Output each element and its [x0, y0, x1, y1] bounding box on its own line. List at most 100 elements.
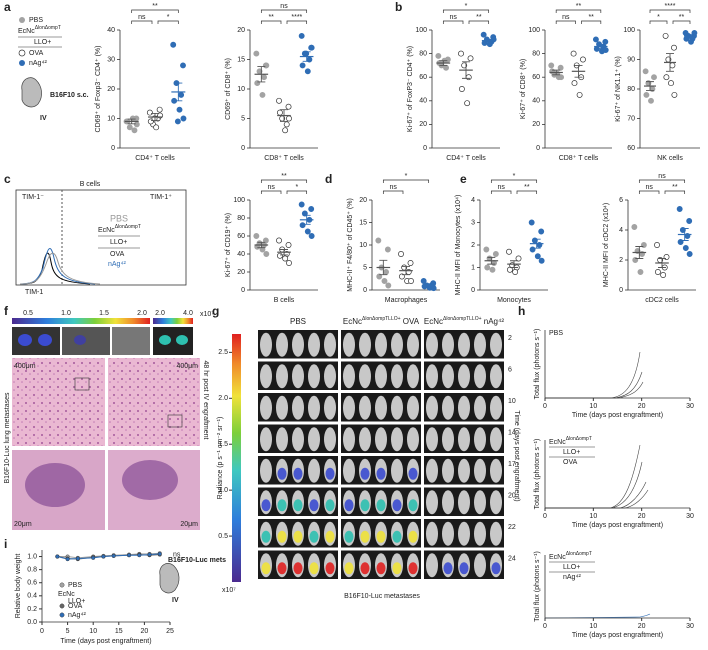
signal-blob	[293, 530, 303, 543]
mouse-image	[442, 395, 454, 420]
y-tick-label: 80	[237, 215, 245, 222]
y-axis-label: MHC-II⁺ F4/80⁺ of CD45⁺ (%)	[347, 198, 354, 292]
category-label: CD8⁺ T cells	[559, 155, 599, 162]
data-dot	[301, 210, 308, 217]
mouse-image	[324, 364, 336, 389]
signal-blob	[408, 467, 418, 480]
mouse-image	[260, 395, 272, 420]
data-dot	[283, 121, 290, 128]
flux-curve	[545, 481, 647, 509]
signal-blob	[293, 467, 303, 480]
data-dot	[506, 266, 513, 273]
sig-label: **	[679, 14, 685, 21]
sig-bracket	[260, 20, 282, 24]
legend-label: EcNcΔlonΔompT	[18, 25, 61, 35]
sem-bar	[574, 64, 583, 78]
category-label: CD4⁺ T cells	[446, 155, 486, 162]
column-header: PBS	[290, 317, 306, 326]
plot-title: OVA	[563, 459, 578, 466]
data-dot	[558, 74, 565, 81]
signal-blob	[376, 499, 386, 512]
mouse-image	[458, 427, 470, 452]
mouse-image	[343, 364, 355, 389]
signal-blob	[261, 562, 271, 575]
data-dot	[146, 109, 153, 116]
signal-blob	[392, 530, 402, 543]
y-tick-label: 70	[627, 115, 635, 122]
mouse-image	[474, 521, 486, 546]
panel-label: h	[518, 304, 525, 318]
series-point	[157, 551, 162, 556]
category-label: Macrophages	[385, 297, 428, 304]
sem-bar	[280, 249, 288, 256]
signal-blob	[408, 499, 418, 512]
signal-blob	[376, 467, 386, 480]
mouse-image	[426, 427, 438, 452]
signal-blob	[309, 499, 319, 512]
zoom-box	[167, 414, 183, 428]
histogram-curve	[19, 252, 91, 285]
strain: EcNc	[549, 554, 566, 561]
series-point	[91, 555, 96, 560]
sem-bar	[532, 238, 541, 249]
sig-bracket	[555, 9, 602, 13]
histogram-curve	[19, 248, 96, 285]
data-dot	[282, 127, 289, 134]
y-tick-label: 60	[532, 74, 540, 81]
sig-label: ns	[645, 184, 653, 191]
data-dot	[688, 38, 694, 45]
data-dot	[384, 246, 391, 253]
plot-title: LLO+	[563, 449, 580, 456]
y-tick-label: 6	[619, 197, 623, 204]
row-label: 14	[508, 429, 516, 436]
signal-blob	[277, 562, 287, 575]
mouse-image	[308, 332, 320, 357]
mouse-image	[308, 458, 320, 483]
mouse-image	[458, 521, 470, 546]
sig-label: ****	[291, 14, 302, 21]
x-tick-label: 20	[141, 628, 149, 635]
data-dot	[276, 237, 282, 244]
signal-blob	[293, 499, 303, 512]
legend-label: nAg⁴²	[108, 261, 126, 268]
sem-bar	[487, 256, 496, 265]
flux-curve	[544, 613, 651, 619]
category-label: B cells	[274, 297, 295, 304]
data-dot	[126, 124, 133, 131]
sem-bar	[666, 53, 674, 72]
mouse-image	[442, 458, 454, 483]
signal-blob	[392, 499, 402, 512]
mouse-image	[359, 395, 371, 420]
group-legend: PBS EcNcΔlonΔompT LLO+ OVA nAg⁴² B16F10 …	[18, 17, 89, 122]
signal-blob	[309, 562, 319, 575]
sig-bracket	[468, 20, 490, 24]
data-dot	[153, 124, 160, 131]
data-dot	[668, 80, 674, 87]
data-dot	[580, 56, 586, 63]
sig-bracket	[382, 190, 404, 194]
x-tick-label: 15	[115, 628, 123, 635]
mouse-image	[391, 332, 403, 357]
x-tick-label: 10	[589, 513, 597, 520]
mouse-image	[407, 332, 419, 357]
data-dot	[174, 118, 181, 125]
panel-label: i	[4, 537, 7, 551]
sig-label: **	[268, 14, 274, 21]
annotation: ns	[173, 551, 181, 558]
y-tick-label: 0.0	[27, 619, 37, 626]
x-axis-label: Time (days post engraftment)	[572, 522, 663, 529]
sig-bracket	[555, 20, 576, 24]
data-dot	[408, 278, 414, 284]
y-tick-label: 0	[423, 145, 427, 152]
data-dot	[133, 121, 140, 128]
tumor-region	[122, 460, 178, 500]
sig-bracket	[442, 20, 464, 24]
sem-bar	[402, 266, 410, 276]
sem-bar	[257, 241, 266, 249]
sig-bracket	[260, 9, 308, 13]
column-suffix: OVA	[401, 317, 420, 326]
scale-label: 20μm	[14, 521, 32, 528]
sem-bar	[686, 34, 694, 38]
signal-blob	[392, 562, 402, 575]
signal-blob	[344, 530, 354, 543]
